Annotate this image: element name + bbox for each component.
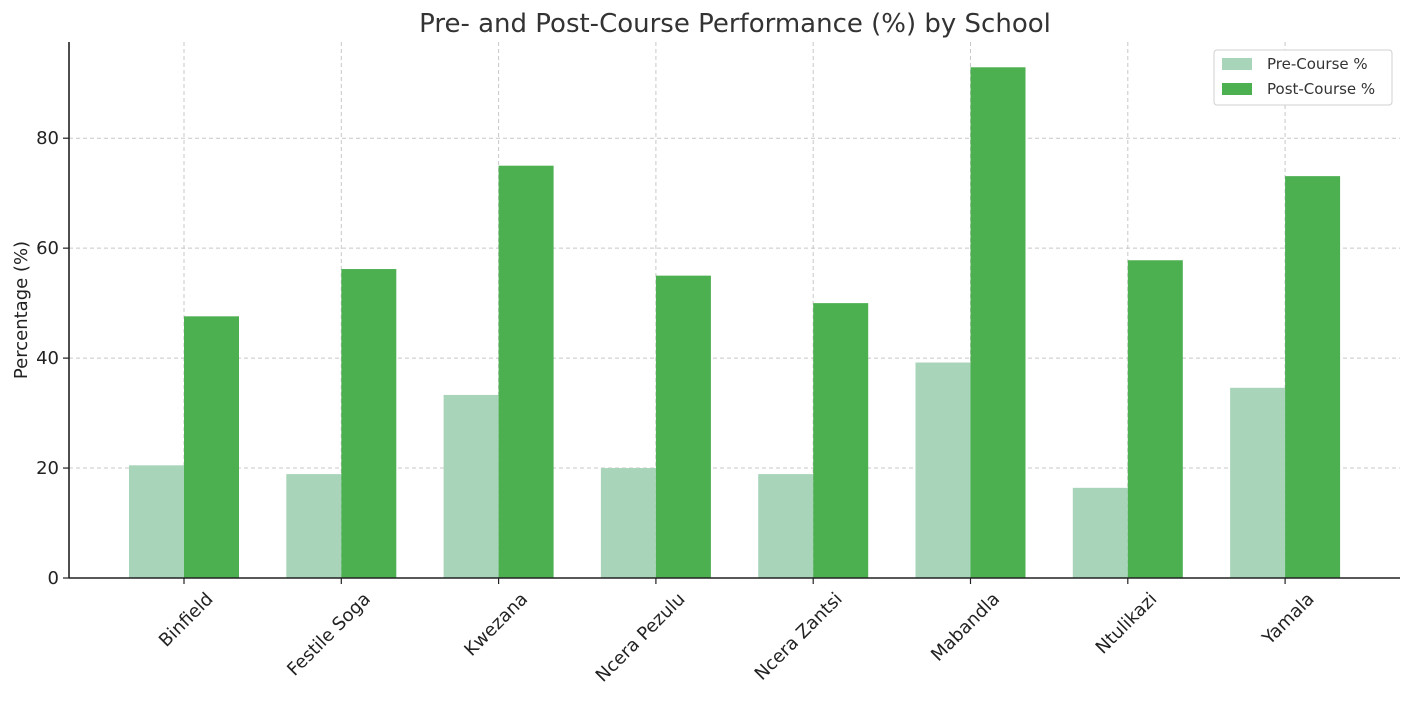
legend: Pre-Course % Post-Course % bbox=[1213, 49, 1393, 106]
bar-pre-course bbox=[915, 362, 971, 578]
bar-post-course bbox=[1285, 176, 1341, 578]
x-tick-label: Binfield bbox=[155, 589, 218, 652]
bar-post-course bbox=[970, 67, 1026, 578]
bar-pre-course bbox=[600, 468, 656, 578]
bar-post-course bbox=[655, 275, 711, 578]
bar-pre-course bbox=[129, 465, 184, 578]
x-tick-label: Ncera Zantsi bbox=[751, 589, 847, 685]
chart-title: Pre- and Post-Course Performance (%) by … bbox=[419, 9, 1051, 39]
bar-pre-course bbox=[1072, 487, 1128, 578]
x-tick-label: Ncera Pezulu bbox=[592, 589, 690, 687]
bar-post-course bbox=[813, 303, 869, 578]
bar-post-course bbox=[1127, 260, 1183, 578]
x-tick-label: Kwezana bbox=[460, 589, 532, 661]
x-tick-label: Festile Soga bbox=[283, 589, 375, 681]
bar-pre-course bbox=[443, 394, 499, 578]
bar-post-course bbox=[498, 165, 554, 578]
grid bbox=[69, 42, 1400, 578]
legend-frame bbox=[1213, 49, 1393, 106]
bar-pre-course bbox=[286, 474, 342, 578]
y-tick-label: 40 bbox=[36, 348, 59, 369]
x-tick-label: Yamala bbox=[1258, 589, 1319, 650]
bar-pre-course bbox=[758, 474, 814, 578]
y-tick-label: 80 bbox=[36, 128, 59, 149]
y-axis-label: Percentage (%) bbox=[11, 241, 32, 379]
legend-swatch-pre-course bbox=[1222, 58, 1252, 70]
y-tick-label: 60 bbox=[36, 238, 59, 259]
legend-label-pre-course: Pre-Course % bbox=[1267, 55, 1368, 73]
legend-swatch-post-course bbox=[1222, 83, 1252, 95]
bars bbox=[129, 67, 1341, 578]
x-tick-label: Mabandla bbox=[927, 589, 1004, 666]
x-tick-label: Ntulikazi bbox=[1092, 589, 1162, 659]
bar-pre-course bbox=[1230, 387, 1286, 578]
legend-label-post-course: Post-Course % bbox=[1267, 80, 1375, 98]
bar-post-course bbox=[341, 269, 397, 578]
y-tick-label: 0 bbox=[48, 568, 59, 589]
bar-post-course bbox=[184, 316, 239, 578]
y-tick-label: 20 bbox=[36, 458, 59, 479]
